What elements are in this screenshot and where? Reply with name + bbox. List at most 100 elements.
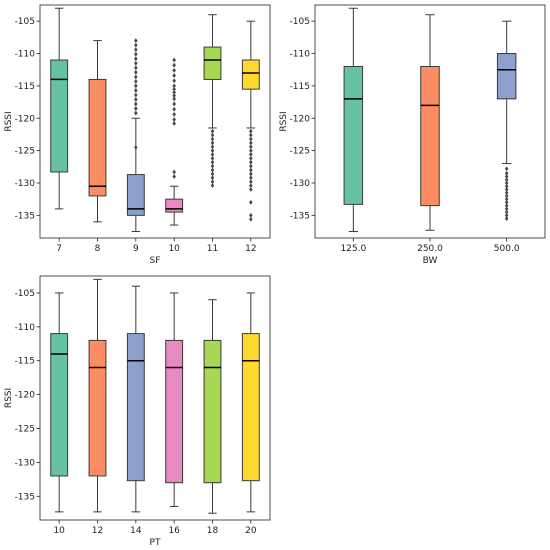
box-iqr [88,339,107,477]
outlier-point [504,196,509,202]
outlier-point [134,110,138,116]
outlier-point [172,83,176,89]
outlier-point [172,62,176,68]
outlier-point [134,47,138,53]
box-iqr [203,339,222,484]
box-iqr [496,53,517,100]
y-tick-label: -125 [15,425,35,435]
y-tick-label: -105 [290,17,310,27]
x-tick-label: 8 [95,244,101,254]
outlier-point [134,42,138,48]
outlier-point [249,163,253,169]
y-tick-label: -115 [15,82,35,92]
x-tick-label: 9 [133,244,139,254]
outlier-point [210,136,215,142]
outlier-point [134,97,138,102]
outlier-point [504,209,509,215]
y-tick-label: -135 [15,492,35,502]
outlier-point [249,200,253,205]
x-tick-label: 500.0 [494,244,520,254]
y-axis-label: RSSI [279,111,289,131]
outlier-point [172,93,176,99]
y-tick-label: -105 [15,289,35,299]
y-tick-label: -135 [290,211,310,221]
x-tick-label: 10 [168,244,180,254]
outlier-point [134,56,138,62]
x-tick-label: 16 [168,526,180,536]
outlier-point [504,190,509,196]
y-tick-label: -120 [290,114,311,124]
x-tick-label: 20 [245,526,257,536]
sf-boxplot-panel: -105 -110 -115 -120 -125 -130 -135 7 8 9 10 11 12 SF R… [4,4,271,266]
outlier-point [172,73,176,78]
box-iqr [88,78,107,197]
box-iqr [50,333,69,477]
x-axis-label: BW [423,256,438,266]
outlier-point [134,78,138,84]
x-tick-label: 12 [245,244,256,254]
outlier-point [249,144,253,150]
outlier-point [249,179,253,185]
outlier-point [134,60,138,66]
y-tick-label: -110 [15,50,36,60]
y-tick-label: -130 [290,179,311,189]
outlier-point [504,206,509,212]
box-iqr [165,339,184,484]
x-tick-label: 250.0 [417,244,443,254]
outlier-point [172,78,176,84]
outlier-point [172,89,176,95]
outlier-point [172,96,176,102]
outlier-point [504,170,509,176]
box-iqr [420,65,440,207]
y-tick-label: -130 [15,458,36,468]
outlier-point [249,212,253,218]
outlier-point [172,106,176,112]
box-iqr [241,333,260,482]
outlier-point [504,174,509,179]
box-iqr [165,198,184,213]
plot-frame [39,275,271,521]
box-iqr [126,174,145,216]
y-axis-label: RSSI [4,111,14,131]
outlier-point [504,212,509,218]
y-tick-label: -135 [15,211,35,221]
pt-boxplot-panel: -105 -110 -115 -120 -125 -130 -135 10 12 14 16 18 20… [4,275,271,548]
outlier-point [134,88,138,93]
outlier-point [210,148,215,154]
outlier-point [504,166,509,172]
outlier-point [504,216,509,221]
outlier-point [172,67,176,73]
bw-boxplot-panel: -105 -110 -115 -120 -125 -130 -135 125.0 250.0 50… [279,4,546,266]
outlier-point [210,155,215,161]
outlier-point [249,152,253,157]
plot-frame [39,4,271,239]
outlier-point [249,171,253,177]
outlier-point [210,171,215,177]
outlier-point [134,38,138,43]
outlier-point [249,132,253,138]
outlier-point [504,183,509,189]
outlier-point [210,179,215,185]
y-tick-label: -130 [15,179,36,189]
outlier-point [172,86,176,92]
outlier-point [504,193,509,199]
outlier-point [249,136,253,142]
outlier-point [134,74,138,80]
outlier-point [134,65,138,71]
y-tick-label: -115 [290,82,310,92]
box-iqr [241,59,260,90]
outlier-point [249,183,253,188]
outlier-point [172,101,176,107]
outlier-point [134,101,138,107]
outlier-point [134,51,138,57]
x-axis-label: SF [150,256,161,266]
outlier-point [210,132,215,138]
y-tick-label: -110 [290,50,311,60]
outlier-point [249,128,253,134]
outlier-point [210,159,215,165]
box-iqr [203,46,222,80]
outlier-point [210,140,215,146]
outlier-point [504,200,509,205]
outlier-point [210,152,215,157]
